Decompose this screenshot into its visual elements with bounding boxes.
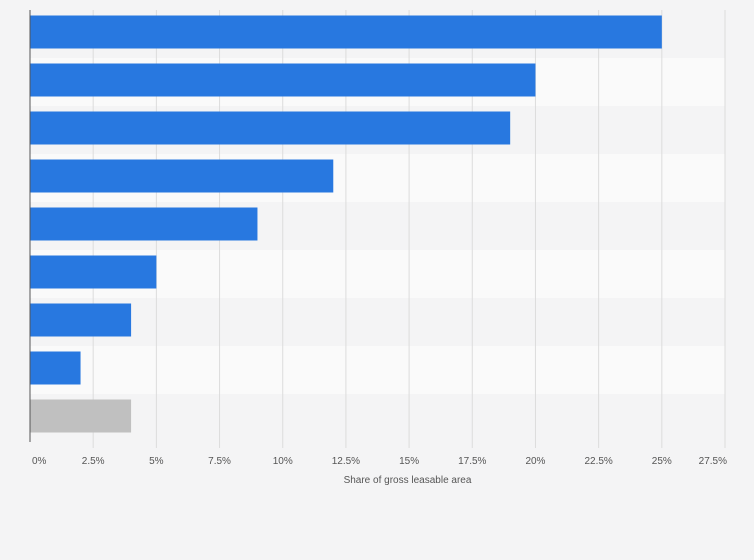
x-tick-label: 0% — [32, 456, 47, 467]
x-axis-title: Share of gross leasable area — [344, 475, 472, 486]
bar[interactable] — [30, 111, 511, 145]
x-tick-label: 12.5% — [332, 456, 360, 467]
x-tick-label: 22.5% — [584, 456, 612, 467]
bar[interactable] — [30, 255, 157, 289]
x-tick-label: 7.5% — [208, 456, 231, 467]
row-band — [30, 394, 725, 442]
x-tick-label: 20% — [525, 456, 545, 467]
bar[interactable] — [30, 351, 81, 385]
x-tick-label: 17.5% — [458, 456, 486, 467]
x-tick-label: 15% — [399, 456, 419, 467]
bar[interactable] — [30, 159, 334, 193]
bar[interactable] — [30, 63, 536, 97]
x-tick-label: 27.5% — [699, 456, 727, 467]
bar[interactable] — [30, 399, 132, 433]
x-tick-label: 2.5% — [82, 456, 105, 467]
bar[interactable] — [30, 303, 132, 337]
bar[interactable] — [30, 15, 662, 49]
x-tick-label: 10% — [273, 456, 293, 467]
x-tick-label: 25% — [652, 456, 672, 467]
row-band — [30, 298, 725, 346]
bar[interactable] — [30, 207, 258, 241]
x-axis-ticks: 0% 2.5% 5% 7.5% 10% 12.5% 15% 17.5% 20% 22.5% 25% 2… — [32, 456, 727, 467]
row-band — [30, 346, 725, 394]
x-tick-label: 5% — [149, 456, 164, 467]
bars — [30, 15, 662, 433]
